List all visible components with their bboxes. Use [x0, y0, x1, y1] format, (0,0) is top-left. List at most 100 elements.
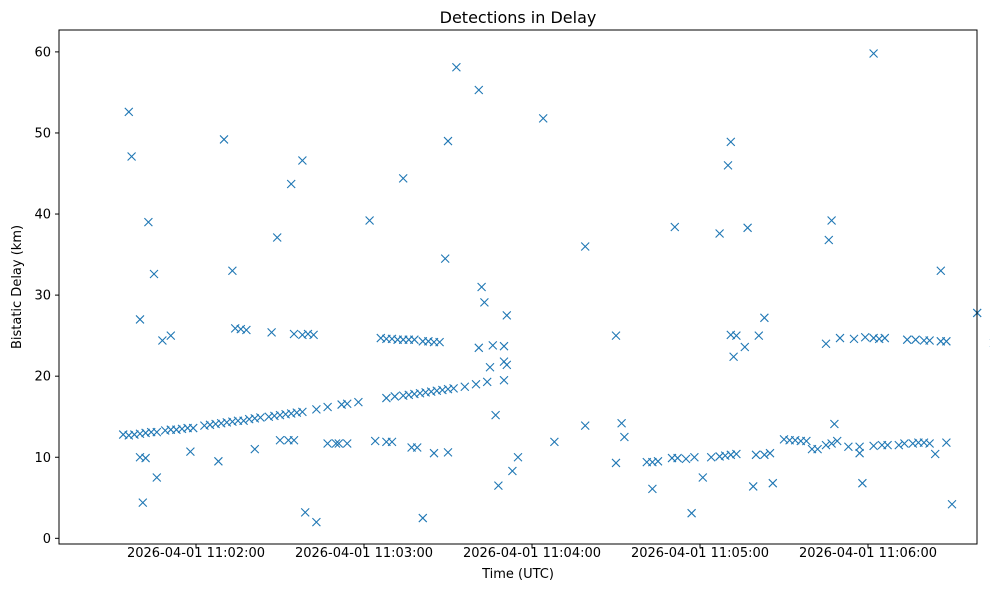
detection-point: [611, 331, 621, 341]
y-tick-label: 50: [34, 126, 51, 141]
detection-point: [286, 179, 296, 189]
detection-point: [855, 442, 864, 452]
detection-point: [382, 393, 391, 403]
detection-point: [239, 416, 248, 426]
detection-point: [250, 444, 260, 454]
detection-point: [726, 137, 736, 147]
detection-point: [289, 435, 299, 445]
x-tick-label: 2026-04-01 11:04:00: [463, 546, 601, 561]
detection-point: [743, 223, 752, 233]
y-axis: 0 10 20 30 40 50 60: [34, 45, 59, 547]
detection-point: [936, 266, 946, 276]
detection-point: [830, 419, 839, 429]
detection-point: [715, 229, 724, 238]
detection-point: [124, 107, 134, 117]
detection-point: [617, 418, 626, 428]
plot-area: [118, 49, 990, 527]
detection-point: [824, 235, 834, 245]
detection-point: [309, 330, 318, 340]
detection-point: [947, 499, 957, 509]
detection-point: [474, 85, 484, 95]
detection-point: [342, 399, 352, 409]
detection-point: [429, 448, 439, 458]
detection-point: [723, 161, 733, 170]
detection-point: [499, 341, 509, 351]
y-tick-label: 0: [43, 532, 51, 547]
detection-point: [219, 135, 229, 144]
detection-point: [894, 440, 904, 450]
detection-point: [687, 508, 696, 518]
detection-point: [732, 449, 741, 459]
detection-point: [135, 315, 145, 324]
detection-point: [323, 439, 332, 448]
detection-point: [477, 282, 486, 292]
detection-point: [835, 333, 845, 343]
detection-point: [272, 233, 282, 242]
detection-point: [494, 481, 503, 491]
detection-point: [312, 405, 321, 414]
detection-point: [443, 136, 453, 146]
detection-point: [580, 242, 590, 251]
detection-point: [765, 448, 775, 458]
detection-point: [152, 473, 162, 482]
detection-point: [149, 269, 159, 279]
detection-point: [488, 340, 498, 350]
detection-point: [925, 439, 934, 448]
detection-point: [141, 453, 150, 463]
detection-point: [214, 456, 223, 466]
detection-point: [768, 478, 778, 488]
detection-point: [331, 439, 341, 448]
detection-point: [802, 436, 811, 446]
detection-point: [289, 329, 299, 339]
detection-point: [449, 383, 458, 393]
detection-point: [300, 507, 310, 517]
detection-point: [186, 447, 195, 456]
detection-point: [334, 439, 344, 448]
detection-point: [869, 49, 878, 58]
detection-point: [144, 217, 153, 227]
detection-point: [460, 382, 470, 392]
chart-title: Detections in Delay: [440, 8, 597, 27]
detection-point: [653, 456, 663, 466]
detection-point: [911, 335, 920, 345]
detection-point: [740, 342, 750, 352]
detection-point: [398, 173, 408, 183]
detection-point: [681, 454, 691, 464]
detection-point: [849, 334, 859, 344]
x-tick-label: 2026-04-01 11:02:00: [127, 546, 265, 561]
plot-frame: [58, 29, 978, 545]
detection-point: [821, 339, 831, 349]
detection-point: [942, 336, 951, 346]
detection-point: [732, 331, 741, 341]
detection-point: [138, 498, 148, 508]
x-tick-label: 2026-04-01 11:05:00: [631, 546, 769, 561]
detection-point: [611, 458, 621, 468]
detection-point: [390, 392, 400, 401]
detection-point: [832, 436, 842, 446]
detection-point: [275, 435, 285, 445]
detection-point: [435, 337, 444, 347]
detection-point: [821, 440, 831, 450]
detection-point: [580, 421, 590, 431]
detection-point: [902, 335, 912, 345]
detection-point: [482, 377, 492, 387]
detection-point: [925, 336, 934, 345]
x-axis-label: Time (UTC): [481, 567, 554, 582]
detection-point: [480, 298, 489, 307]
detection-point: [813, 444, 822, 454]
detection-point: [188, 423, 198, 433]
detection-point: [471, 379, 481, 389]
detection-point: [354, 397, 363, 407]
detection-point: [407, 443, 416, 452]
detection-point: [228, 266, 237, 276]
y-axis-label: Bistatic Delay (km): [10, 225, 25, 349]
detection-point: [620, 432, 629, 442]
detection-point: [474, 343, 484, 353]
detection-point: [729, 352, 738, 362]
detection-point: [485, 362, 495, 372]
detection-point: [440, 254, 450, 264]
detection-point: [858, 478, 867, 488]
detection-point: [298, 156, 307, 165]
detection-point: [387, 437, 397, 447]
detection-point: [754, 331, 764, 341]
